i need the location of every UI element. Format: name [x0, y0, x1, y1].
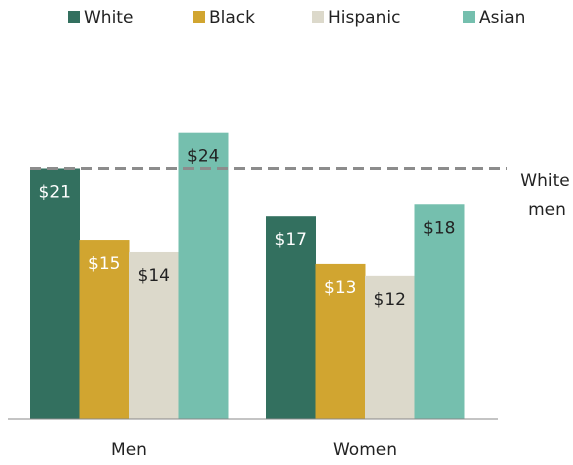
reference-label-line2: men: [528, 200, 566, 220]
data-label-men-white: $21: [39, 182, 71, 202]
bar-men-hispanic: [129, 251, 179, 419]
legend-label-white: White: [84, 8, 133, 28]
data-label-men-hispanic: $14: [138, 266, 170, 286]
bar-women-asian: [414, 204, 465, 419]
data-label-men-asian: $24: [187, 147, 219, 167]
bar-men-asian: [178, 132, 229, 419]
legend-swatch-black: [193, 11, 205, 23]
data-label-women-hispanic: $12: [374, 290, 406, 310]
data-label-men-black: $15: [88, 254, 120, 274]
bar-women-black: [315, 263, 366, 419]
legend-swatch-hispanic: [312, 11, 324, 23]
legend-label-black: Black: [209, 8, 255, 28]
data-label-women-white: $17: [275, 230, 307, 250]
bar-men-black: [79, 240, 130, 419]
legend-swatch-white: [68, 11, 80, 23]
legend-label-hispanic: Hispanic: [328, 8, 400, 28]
legend-swatch-asian: [463, 11, 475, 23]
category-label-women: Women: [333, 440, 397, 460]
data-label-women-asian: $18: [423, 218, 455, 238]
category-label-men: Men: [111, 440, 147, 460]
reference-label-line1: White: [520, 171, 569, 191]
bar-men-white: [30, 168, 80, 419]
bar-women-hispanic: [365, 275, 415, 419]
data-label-women-black: $13: [324, 278, 356, 298]
legend-label-asian: Asian: [479, 8, 525, 28]
bar-women-white: [266, 216, 316, 419]
